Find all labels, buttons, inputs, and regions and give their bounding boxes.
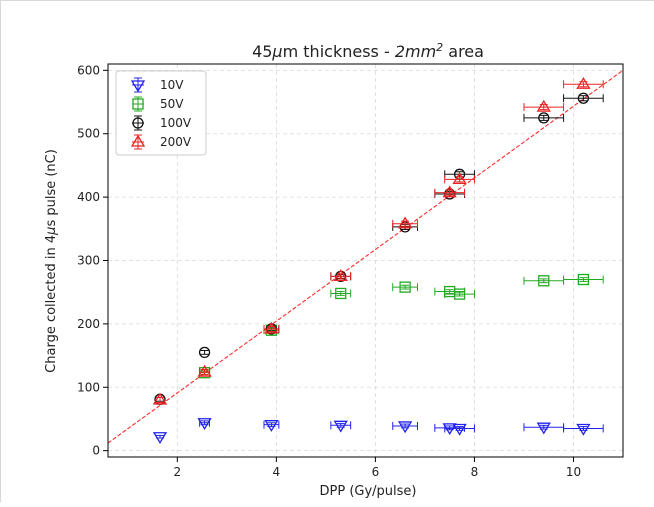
y-tick-label: 600 [77,63,100,77]
fit-line-group [108,69,623,444]
x-tick-label: 10 [566,465,581,479]
x-tick-label: 2 [174,465,182,479]
fit-line [108,69,623,444]
data-point [577,273,590,286]
data-point [452,172,467,185]
y-tick-label: 0 [92,444,100,458]
data-point [538,112,550,124]
data-point [536,422,551,435]
data-point [397,421,413,434]
data-point [399,281,411,293]
legend-label: 100V [160,116,192,130]
legend-marker [132,98,144,110]
legend: 10V 50V 100V 200V [115,70,207,156]
ylabel-part: s pulse (nC) [44,149,59,226]
data-point [198,346,211,359]
data-point [197,364,212,377]
ylabel-part: Charge collected in 4 [44,235,59,373]
series-200v [152,77,604,405]
series-50v [198,273,604,379]
data-point [333,420,348,433]
data-point [536,99,551,112]
data-point [453,288,466,300]
title-part: 2 [395,42,405,61]
data-point [264,321,279,334]
legend-label: 200V [160,135,192,149]
series-10v [152,418,604,444]
data-point [576,423,591,436]
x-axis-label: DPP (Gy/pulse) [320,484,417,499]
title-part: μ [271,42,282,61]
grid [108,64,623,457]
data-point [576,77,591,89]
data-point [197,418,212,431]
data-point [264,420,279,432]
y-tick-label: 100 [77,380,100,394]
data-points [152,77,604,444]
data-point [452,423,467,436]
title-part: m thickness - [283,42,395,61]
legend-marker [132,117,144,129]
x-tick-label: 4 [273,465,281,479]
legend-marker [130,134,146,147]
title-part: 2 [436,41,443,54]
x-tick-label: 6 [372,465,380,479]
data-point [333,269,348,281]
data-point [577,92,590,104]
series-100v [154,92,604,405]
legend-label: 50V [160,97,184,111]
title-part: area [443,42,484,61]
y-tick-label: 300 [77,254,100,268]
data-point [538,275,550,287]
data-point [152,432,168,444]
data-point [442,185,457,198]
data-point [335,287,347,300]
legend-marker [130,80,146,93]
y-axis-label: Charge collected in 4μs pulse (nC) [44,149,59,373]
chart-title: 45μm thickness - 2mm2 area [252,41,484,62]
y-tick-label: 500 [77,127,100,141]
x-tick-label: 8 [471,465,479,479]
legend-label: 10V [160,78,184,92]
data-point [152,392,168,405]
title-part: 45 [252,42,272,61]
title-part: mm [405,42,436,61]
data-point [397,216,413,229]
ylabel-part: μ [44,227,59,236]
y-tick-label: 400 [77,190,100,204]
y-tick-label: 200 [77,317,100,331]
